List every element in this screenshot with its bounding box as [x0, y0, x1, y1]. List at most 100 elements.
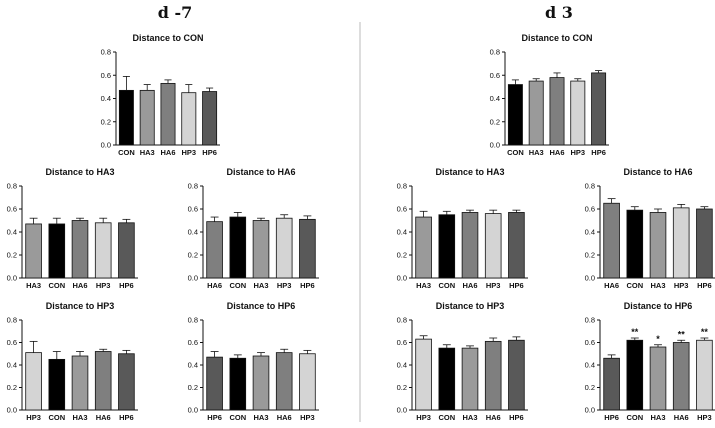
chart-1: Distance to CON 0.0 0.2 0.4 0.6 0.8 CON HA3 HA6 H…	[101, 33, 220, 157]
y-tick-label: 0.6	[188, 338, 198, 347]
chart-5: Distance to HP6 0.0 0.2 0.4 0.6 0.8 HP6 CON HA3 H…	[188, 301, 319, 422]
significance-marker: **	[631, 327, 639, 337]
chart-10: Distance to HP6 0.0 0.2 0.4 0.6 0.8 HP6 ** CON * H…	[585, 301, 715, 422]
x-category-label: HP6	[119, 413, 134, 422]
y-tick-label: 0.8	[188, 182, 198, 191]
y-tick-label: 0.0	[188, 406, 198, 415]
bar-ha3	[649, 346, 667, 411]
bar-con	[48, 358, 66, 411]
x-category-label: HP3	[486, 281, 501, 290]
bar-ha3	[25, 223, 42, 279]
y-tick-label: 0.4	[490, 94, 500, 103]
x-category-label: HA6	[72, 281, 87, 290]
significance-marker: **	[678, 329, 686, 339]
chart-6: Distance to CON 0.0 0.2 0.4 0.6 0.8 CON HA3 HA6 H…	[490, 33, 609, 157]
y-tick-label: 0.8	[397, 316, 407, 325]
bar-con	[118, 89, 134, 146]
x-category-label: HA6	[160, 148, 175, 157]
y-tick-label: 0.8	[188, 316, 198, 325]
x-category-label: HP3	[697, 413, 712, 422]
y-tick-label: 0.8	[397, 182, 407, 191]
y-tick-label: 0.0	[101, 141, 111, 150]
x-category-label: HP3	[300, 413, 315, 422]
bar-con	[48, 223, 66, 279]
bar-hp6	[299, 218, 316, 279]
x-category-label: HP6	[697, 281, 712, 290]
chart-9: Distance to HP3 0.0 0.2 0.4 0.6 0.8 HP3 CON HA3 H…	[397, 301, 528, 422]
y-tick-label: 0.2	[397, 383, 407, 392]
chart-title: Distance to HP6	[624, 301, 693, 311]
chart-2: Distance to HA3 0.0 0.2 0.4 0.6 0.8 HA3 CON HA6 H…	[7, 167, 138, 290]
x-category-label: HP6	[509, 281, 524, 290]
x-category-label: HP3	[182, 148, 197, 157]
bar-con	[626, 339, 644, 411]
y-tick-label: 0.4	[397, 228, 407, 237]
x-category-label: HA3	[253, 413, 268, 422]
bar-ha6	[461, 212, 479, 279]
bar-hp3	[696, 339, 713, 411]
y-tick-label: 0.4	[7, 361, 17, 370]
y-tick-label: 0.6	[7, 205, 17, 214]
y-tick-label: 0.8	[585, 316, 595, 325]
x-category-label: HP6	[509, 413, 524, 422]
y-tick-label: 0.4	[7, 228, 17, 237]
chart-title: Distance to HA6	[226, 167, 295, 177]
bar-ha6	[672, 342, 690, 411]
bar-ha6	[275, 352, 293, 411]
y-tick-label: 0.6	[188, 205, 198, 214]
x-category-label: HA6	[486, 413, 501, 422]
y-tick-label: 0.6	[585, 338, 595, 347]
panel-heading-right: d 3	[545, 3, 573, 22]
x-category-label: HP3	[571, 148, 586, 157]
bar-con	[507, 84, 523, 146]
y-tick-label: 0.6	[397, 338, 407, 347]
y-tick-label: 0.2	[101, 117, 111, 126]
x-category-label: HA3	[650, 413, 665, 422]
bar-hp6	[118, 222, 135, 279]
bar-hp3	[415, 338, 432, 411]
y-tick-label: 0.0	[585, 274, 595, 283]
x-category-label: HP6	[604, 413, 619, 422]
y-tick-label: 0.0	[7, 274, 17, 283]
bar-hp3	[181, 92, 197, 146]
chart-title: Distance to HA3	[435, 167, 504, 177]
bar-ha6	[549, 77, 565, 146]
x-category-label: HP6	[119, 281, 134, 290]
x-category-label: CON	[48, 413, 65, 422]
y-tick-label: 0.4	[397, 361, 407, 370]
bar-hp3	[275, 217, 293, 279]
y-tick-label: 0.6	[585, 205, 595, 214]
x-category-label: CON	[626, 281, 643, 290]
bar-hp6	[508, 339, 525, 411]
bar-hp3	[25, 352, 42, 411]
bar-con	[626, 209, 644, 279]
x-category-label: HP6	[300, 281, 315, 290]
x-category-label: HA3	[72, 413, 87, 422]
y-tick-label: 0.0	[188, 274, 198, 283]
y-tick-label: 0.8	[7, 182, 17, 191]
x-category-label: HA3	[416, 281, 431, 290]
x-category-label: HA3	[462, 413, 477, 422]
y-tick-label: 0.4	[188, 361, 198, 370]
x-category-label: HP6	[207, 413, 222, 422]
chart-7: Distance to HA3 0.0 0.2 0.4 0.6 0.8 HA3 CON HA6 H…	[397, 167, 528, 290]
x-category-label: CON	[438, 413, 455, 422]
bar-hp6	[118, 353, 135, 411]
bar-hp6	[603, 357, 620, 411]
x-category-label: HP3	[416, 413, 431, 422]
bar-con	[229, 357, 247, 411]
x-category-label: HA3	[140, 148, 155, 157]
chart-title: Distance to CON	[132, 33, 203, 43]
y-tick-label: 0.6	[7, 338, 17, 347]
y-tick-label: 0.0	[397, 406, 407, 415]
bar-ha3	[252, 220, 270, 279]
chart-title: Distance to HP6	[227, 301, 296, 311]
y-tick-label: 0.2	[490, 117, 500, 126]
x-category-label: HA6	[207, 281, 222, 290]
bar-con	[229, 216, 247, 279]
chart-title: Distance to CON	[521, 33, 592, 43]
bar-ha6	[484, 340, 502, 411]
bar-ha6	[603, 202, 620, 279]
x-category-label: HP3	[674, 281, 689, 290]
y-tick-label: 0.0	[490, 141, 500, 150]
